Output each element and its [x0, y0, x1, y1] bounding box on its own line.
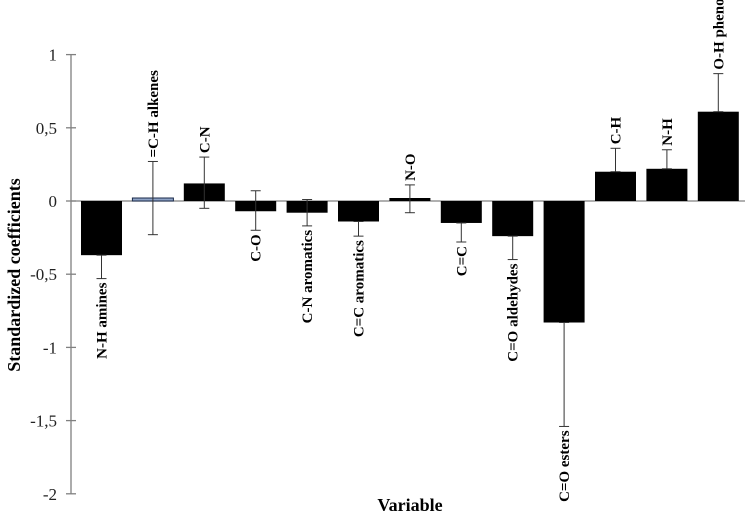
category-label: N-H amines [95, 282, 111, 358]
category-label: C-H [609, 116, 625, 144]
category-label: C=C [454, 246, 470, 276]
y-tick-label: -1,5 [30, 412, 57, 431]
bar [492, 201, 534, 237]
category-label: O-H phenols [711, 0, 727, 70]
category-label: C=C aromatics [352, 240, 368, 337]
bar [646, 168, 688, 201]
y-tick-label: -0,5 [30, 265, 57, 284]
y-tick-label: 1 [49, 46, 58, 65]
bar [440, 201, 482, 223]
bar [697, 111, 739, 201]
category-label: =C-H alkenes [146, 70, 162, 157]
y-tick-label: 0,5 [36, 119, 57, 138]
chart-axes: 1 0,5 0 -0,5 -1 -1,5 -2 [30, 46, 745, 504]
y-tick-label: 0 [49, 192, 58, 211]
category-label: N-O [403, 153, 419, 181]
bar [595, 171, 636, 201]
bar [81, 201, 122, 256]
y-axis-title: Standardized coefficients [4, 178, 24, 371]
category-label: C=O esters [557, 430, 573, 502]
category-label: C-O [249, 234, 265, 262]
chart-bars [81, 73, 739, 427]
y-tick-label: -1 [43, 338, 57, 357]
category-label: C-N [197, 126, 213, 153]
bar [338, 201, 379, 222]
x-axis-title: Variable [377, 495, 442, 515]
category-labels: N-H amines =C-H alkenes C-N C-O C-N aromatic… [95, 0, 728, 502]
category-label: C=O aldehydes [506, 263, 522, 361]
y-tick-label: -2 [43, 485, 57, 504]
category-label: N-H [660, 118, 676, 146]
bar [543, 201, 585, 323]
category-label: C-N aromatics [300, 230, 316, 324]
